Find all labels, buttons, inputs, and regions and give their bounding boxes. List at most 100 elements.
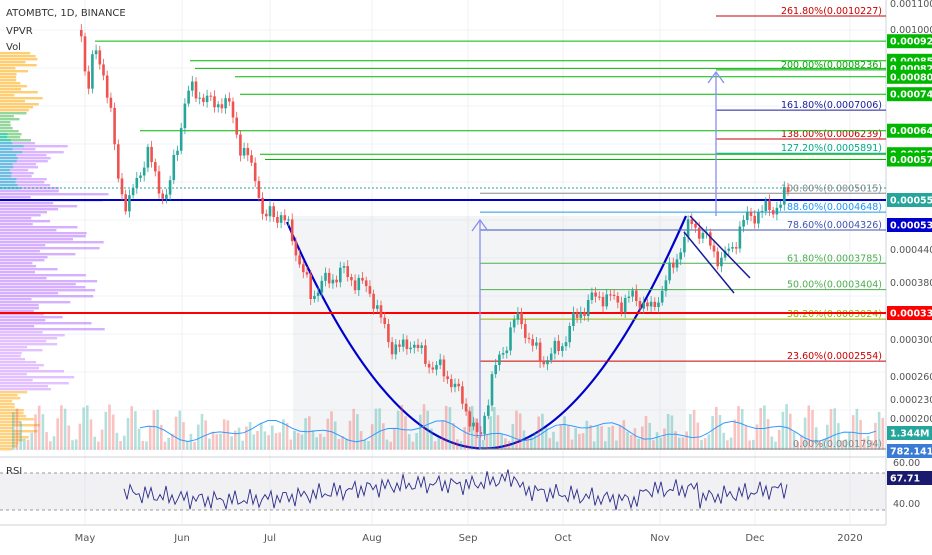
- vpvr-bar: [0, 115, 14, 118]
- candle-body: [172, 155, 176, 181]
- volume-bar: [796, 441, 799, 450]
- candle-body: [105, 75, 109, 98]
- volume-bar: [444, 405, 448, 450]
- volume-bar: [348, 420, 352, 450]
- candle-body: [139, 175, 142, 178]
- vpvr-bar: [0, 127, 13, 130]
- candle-body: [83, 36, 87, 72]
- vpvr-bar-inner: [0, 133, 8, 136]
- vpvr-bar: [0, 292, 59, 295]
- y-tick-label: 0.0002600: [890, 372, 932, 383]
- volume-bar: [148, 425, 152, 450]
- volume-bar: [26, 439, 30, 450]
- resistance-price-tag: 0.0006449: [890, 126, 932, 137]
- candle-body: [205, 95, 209, 103]
- volume-bar: [763, 405, 766, 450]
- volume-bar: [866, 436, 870, 450]
- vpvr-bar-inner: [0, 142, 13, 145]
- volume-bar: [648, 422, 651, 450]
- volume-bar: [615, 440, 618, 450]
- vpvr-bar: [0, 409, 24, 412]
- volume-bar: [308, 416, 311, 450]
- candle-body: [94, 50, 98, 55]
- candle-body: [664, 280, 668, 291]
- candle-body: [786, 187, 790, 193]
- candle-body: [124, 194, 127, 212]
- volume-bar: [604, 441, 607, 450]
- volume-bar: [211, 431, 215, 450]
- volume-bar: [296, 432, 300, 450]
- volume-bar: [430, 428, 433, 450]
- candle-body: [179, 128, 183, 151]
- candle-body: [501, 353, 505, 355]
- volume-bar: [396, 410, 400, 450]
- vpvr-bar-inner: [0, 151, 23, 154]
- candle-body: [686, 219, 690, 237]
- red-line-price-tag-bg: [887, 306, 932, 320]
- candle-body: [424, 345, 427, 364]
- vpvr-bar: [0, 97, 43, 100]
- vol-label: Vol: [6, 42, 21, 53]
- cup-curve: [285, 215, 688, 450]
- candle-body: [394, 344, 398, 355]
- vpvr-bar: [0, 271, 35, 274]
- candle-body: [461, 386, 464, 404]
- vpvr-bar: [0, 343, 58, 346]
- volume-bar: [111, 414, 115, 450]
- volume-bar: [126, 418, 130, 450]
- candle-body: [612, 294, 616, 296]
- vpvr-bar: [0, 226, 78, 229]
- candle-body: [468, 411, 472, 427]
- volume-bar: [674, 431, 677, 450]
- vpvr-bar: [0, 133, 22, 136]
- candle-body: [398, 344, 401, 347]
- volume-bar: [777, 429, 781, 450]
- volume-bar: [493, 407, 496, 450]
- candle-body: [265, 213, 268, 217]
- volume-bar: [870, 440, 873, 450]
- candle-body: [165, 194, 168, 199]
- candle-body: [368, 286, 372, 294]
- candle-body: [435, 365, 438, 370]
- volume-bar: [544, 427, 548, 450]
- volume-bar: [837, 423, 840, 450]
- vpvr-bar: [0, 61, 26, 64]
- candle-body: [272, 206, 275, 217]
- vpvr-bar: [0, 214, 41, 217]
- volume-bar: [826, 424, 829, 450]
- volume-bar: [345, 439, 348, 450]
- candle-body: [723, 250, 727, 258]
- candle-body: [546, 360, 549, 365]
- volume-bar: [60, 405, 63, 450]
- x-tick-label: Oct: [554, 533, 571, 544]
- vpvr-bar: [0, 58, 38, 61]
- vpvr-bar: [0, 139, 31, 142]
- vpvr-bar: [0, 319, 46, 322]
- volume-bar: [278, 432, 281, 450]
- candle-body: [531, 339, 534, 346]
- volume-bar: [267, 435, 270, 450]
- candle-body: [605, 294, 608, 307]
- volume-bar: [97, 441, 100, 450]
- volume-bar: [426, 410, 429, 450]
- candle-body: [117, 144, 120, 179]
- candle-body: [749, 211, 753, 216]
- volume-bar: [637, 438, 640, 450]
- volume-bar: [185, 440, 189, 450]
- volume-bar: [585, 420, 589, 450]
- volume-bar: [700, 439, 703, 450]
- volume-bar: [222, 419, 226, 450]
- volume-bar: [448, 407, 452, 450]
- vpvr-bar: [0, 286, 86, 289]
- vpvr-bar: [0, 280, 98, 283]
- candle-body: [598, 296, 601, 298]
- vpvr-bar: [0, 73, 17, 76]
- volume-bar: [167, 437, 170, 450]
- candle-body: [316, 292, 320, 296]
- volume-bar: [89, 419, 93, 450]
- volume-bar: [115, 432, 119, 450]
- resistance-price-tag-bg: [887, 69, 932, 84]
- fib-label: 100.00%(0.0005015): [781, 183, 882, 194]
- volume-bar: [171, 433, 174, 450]
